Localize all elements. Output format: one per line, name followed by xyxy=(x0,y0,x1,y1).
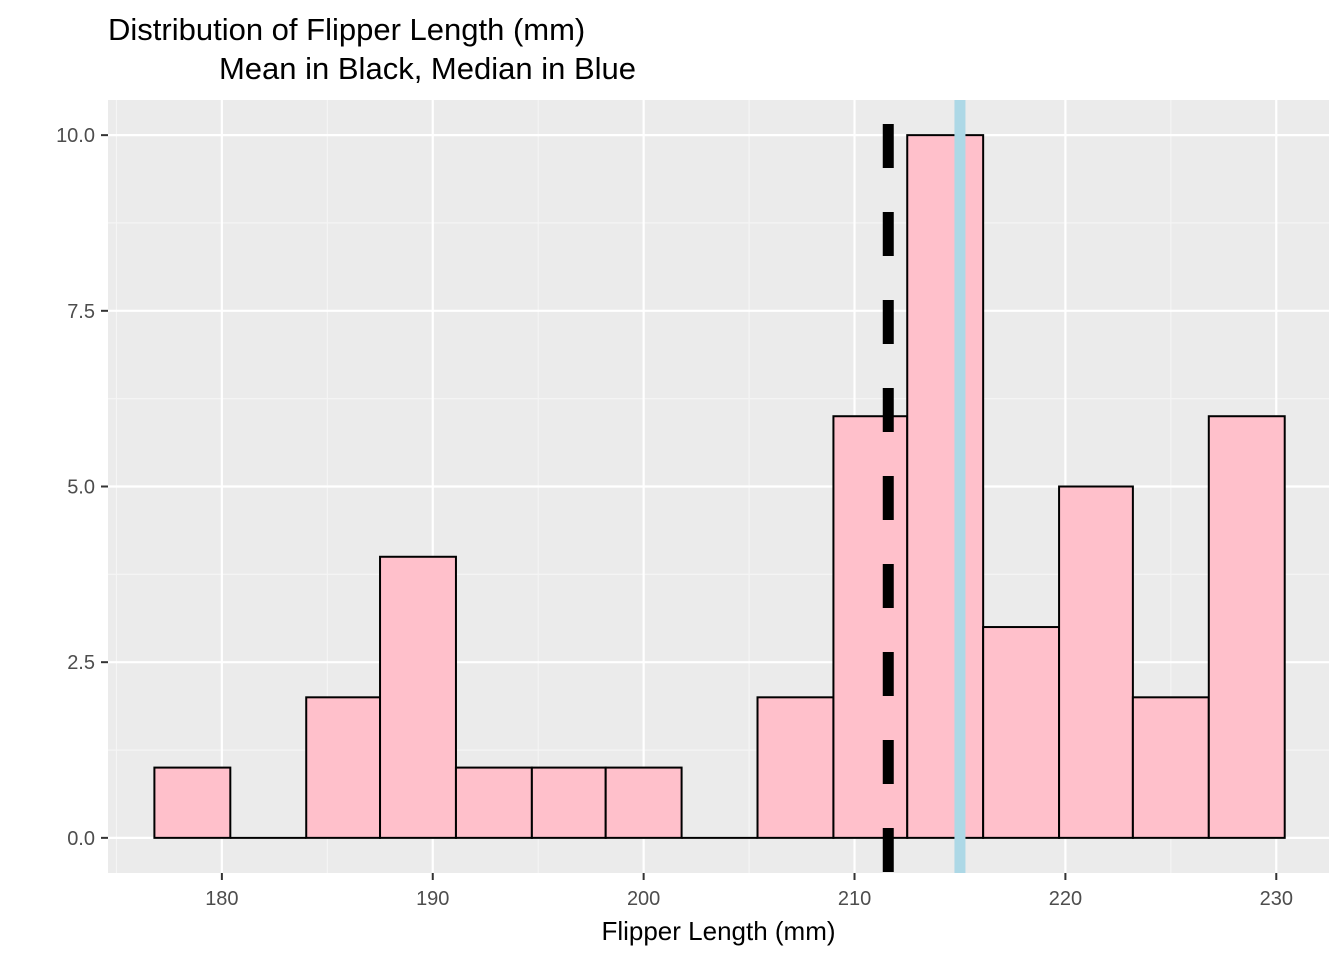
histogram-bars xyxy=(153,134,1286,839)
histogram-bar xyxy=(604,766,683,839)
x-tick-label: 210 xyxy=(838,888,871,910)
x-tick-label: 190 xyxy=(416,888,449,910)
x-axis-ticks: 180 190 200 210 220 230 xyxy=(205,873,1293,910)
x-tick-label: 230 xyxy=(1260,888,1293,910)
histogram-bar xyxy=(530,766,607,839)
chart-title-block: Distribution of Flipper Length (mm) Mean… xyxy=(108,10,636,88)
chart-title: Distribution of Flipper Length (mm) xyxy=(108,12,586,47)
y-tick-label: 7.5 xyxy=(67,301,95,323)
histogram-bar xyxy=(153,766,232,839)
histogram-bar xyxy=(1131,696,1210,839)
histogram-bar xyxy=(756,696,835,839)
histogram-bar xyxy=(1207,415,1286,839)
y-axis-ticks: 0.0 2.5 5.0 7.5 10.0 xyxy=(56,125,108,850)
y-tick-label: 0.0 xyxy=(67,828,95,850)
histogram-bar xyxy=(1058,485,1134,839)
histogram-bar xyxy=(832,415,909,839)
y-tick-label: 5.0 xyxy=(67,477,95,499)
chart-subtitle: Mean in Black, Median in Blue xyxy=(218,51,636,86)
x-tick-label: 200 xyxy=(627,888,660,910)
histogram-bar xyxy=(982,626,1061,839)
histogram-bar xyxy=(454,766,533,839)
histogram-bar xyxy=(906,134,985,839)
x-axis-title: Flipper Length (mm) xyxy=(601,916,835,946)
y-tick-label: 2.5 xyxy=(67,652,95,674)
x-tick-label: 220 xyxy=(1049,888,1082,910)
histogram-bar xyxy=(305,696,382,839)
histogram-bar xyxy=(379,555,457,839)
x-tick-label: 180 xyxy=(205,888,238,910)
y-tick-label: 10.0 xyxy=(56,125,95,147)
